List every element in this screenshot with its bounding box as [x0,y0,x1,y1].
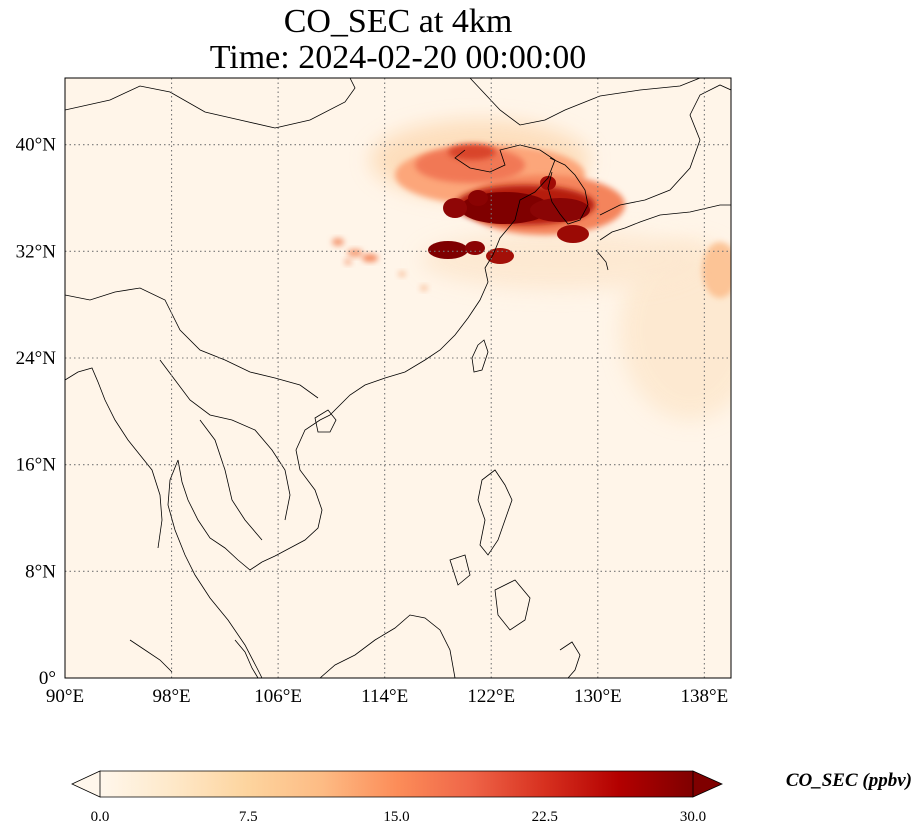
colorbar-tick: 30.0 [680,809,706,825]
gridlines [65,78,731,678]
colorbar-gradient [100,771,693,797]
colorbar-label: CO_SEC (ppbv) [785,770,912,791]
lon-tick-labels: 90°E 98°E 106°E 114°E 122°E 130°E 138°E [46,686,728,707]
lon-tick-label: 122°E [467,686,515,707]
lat-tick-label: 8°N [25,561,56,582]
coastlines [65,78,731,678]
lon-tick-label: 138°E [681,686,729,707]
lon-tick-label: 90°E [46,686,84,707]
lat-tick-labels: 0° 8°N 16°N 24°N 32°N 40°N [16,135,57,689]
lon-tick-label: 98°E [152,686,190,707]
lat-tick-label: 32°N [16,241,57,262]
colorbar-tick: 22.5 [532,809,558,825]
map-subtitle-time: Time: 2024-02-20 00:00:00 [209,39,587,76]
colorbar-tick: 15.0 [383,809,409,825]
lon-tick-label: 106°E [254,686,302,707]
lon-tick-label: 114°E [361,686,408,707]
colorbar: 0.0 7.5 15.0 22.5 30.0 [71,770,723,825]
colorbar-tick: 7.5 [239,809,258,825]
lon-tick-label: 130°E [574,686,622,707]
map-title: CO_SEC at 4km [283,3,513,40]
lat-tick-label: 24°N [16,348,57,369]
map-frame [64,77,732,679]
colorbar-extend-max [692,770,723,798]
lat-tick-label: 0° [39,668,56,689]
colorbar-extend-min [71,770,101,798]
lat-tick-label: 40°N [16,135,57,156]
lat-tick-label: 16°N [16,455,57,476]
concentration-field [332,120,731,420]
colorbar-tick: 0.0 [91,809,110,825]
